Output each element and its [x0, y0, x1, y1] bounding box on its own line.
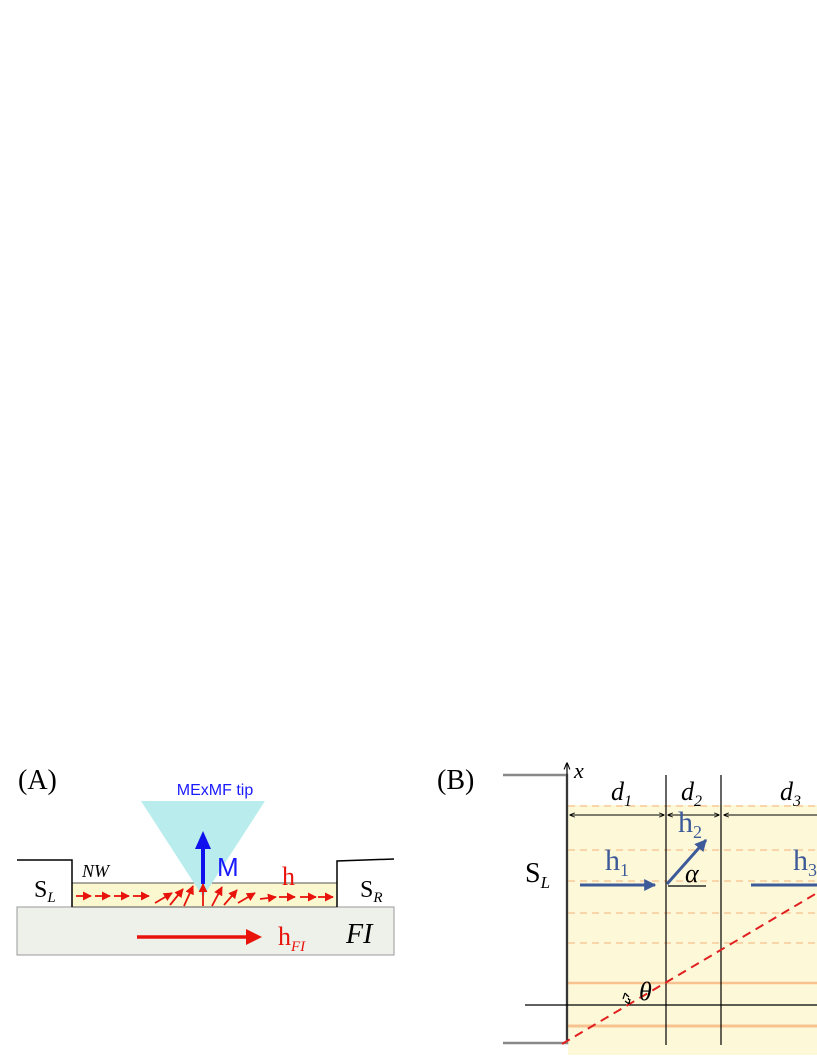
- alpha-label: α: [685, 859, 700, 888]
- tip-label: MExMF tip: [177, 782, 254, 799]
- right-lead-label: SR: [360, 877, 383, 906]
- panel-b-label: (B): [437, 765, 474, 796]
- panel-b: (B) x d1 d2 d3 SL: [437, 758, 817, 1055]
- left-lead-label: SL: [34, 877, 56, 906]
- left-lead-outline: [17, 859, 73, 907]
- right-lead-outline: [336, 858, 395, 907]
- field-arrow: [154, 892, 173, 904]
- x-axis-label: x: [573, 758, 584, 783]
- domain-wall-line: [561, 892, 817, 1045]
- field-arrow: [259, 893, 277, 903]
- exchange-field-arrow: [137, 929, 262, 945]
- h2-label: h2: [678, 806, 702, 842]
- stripe-lines: [568, 805, 817, 1028]
- h1-label: h1: [605, 844, 629, 880]
- field-arrow: [237, 892, 256, 904]
- d2-label: d2: [681, 777, 702, 810]
- field-arrow: [169, 888, 184, 906]
- left-lead-label-b: SL: [525, 858, 550, 892]
- magnetization-arrow: [195, 831, 211, 884]
- hfi-label: hFI: [278, 922, 306, 955]
- theta-label: θ: [639, 977, 652, 1006]
- heterostructure-region: [568, 805, 817, 1055]
- d1-label: d1: [611, 777, 632, 810]
- field-arrow: [223, 889, 238, 906]
- h-label: h: [282, 862, 295, 891]
- h3-label: h3: [793, 844, 817, 880]
- theta-arc-head: [622, 992, 630, 1000]
- local-field-arrows: [76, 883, 334, 907]
- left-lead-boundary: [503, 773, 569, 1045]
- m-label: M: [217, 852, 239, 882]
- field-arrow: [211, 886, 223, 907]
- d3-label: d3: [780, 777, 801, 810]
- panel-a-label: (A): [18, 765, 57, 796]
- theta-arc-tail: [624, 998, 631, 1005]
- field-arrow: [183, 885, 194, 907]
- ferromagnetic-insulator-slab: [16, 906, 395, 956]
- h2-vector: [665, 839, 708, 885]
- fi-label: FI: [345, 919, 374, 950]
- nanowire-label: NW: [81, 861, 111, 881]
- panel-a: (A) MExMF tip M SL SR NW: [16, 765, 395, 956]
